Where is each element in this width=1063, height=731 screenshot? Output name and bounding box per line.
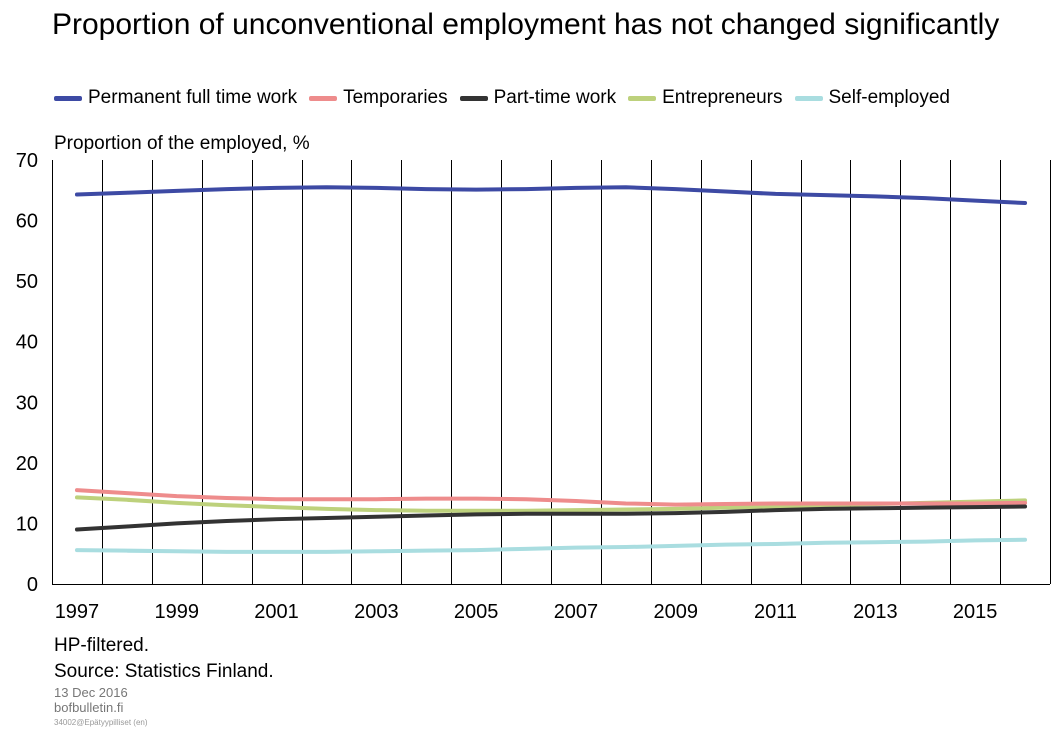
- legend-item-temporaries: Temporaries: [309, 87, 448, 109]
- publication-info: 13 Dec 2016 bofbulletin.fi: [54, 685, 128, 715]
- legend-label: Self-employed: [828, 87, 950, 108]
- x-tick-label: 2015: [953, 601, 998, 623]
- x-tick-label: 2003: [354, 601, 399, 623]
- x-tick-label: 1997: [55, 601, 100, 623]
- chart-code: 34002@Epätyypilliset (en): [54, 718, 148, 727]
- y-tick-label: 40: [16, 332, 38, 354]
- source-note: Source: Statistics Finland.: [54, 661, 274, 682]
- legend-label: Part-time work: [493, 87, 617, 108]
- series-line-part-time-work: [74, 504, 1028, 532]
- publication-date: 13 Dec 2016: [54, 685, 128, 700]
- x-tick-label: 2011: [754, 601, 797, 623]
- legend-label: Temporaries: [343, 87, 448, 108]
- legend-label: Entrepreneurs: [662, 87, 783, 108]
- legend-swatch: [54, 95, 82, 101]
- filter-note: HP-filtered.: [54, 635, 150, 656]
- chart-notes: HP-filtered. Source: Statistics Finland.: [54, 633, 274, 685]
- y-tick-label: 60: [16, 211, 38, 233]
- legend-swatch: [459, 95, 488, 101]
- series-line-temporaries: [74, 488, 1028, 507]
- site-name: bofbulletin.fi: [54, 700, 124, 715]
- x-tick-label: 2009: [654, 601, 699, 623]
- legend-swatch: [309, 95, 338, 101]
- x-tick-label: 2001: [254, 601, 299, 623]
- y-tick-label: 30: [16, 392, 38, 414]
- chart-legend: Permanent full time work Temporaries Par…: [54, 84, 1060, 112]
- x-tick-label: 1999: [155, 601, 200, 623]
- legend-item-entrepreneurs: Entrepreneurs: [628, 87, 783, 109]
- legend-swatch: [628, 95, 657, 101]
- series-line-permanent-full-time-work: [74, 185, 1028, 206]
- y-tick-label: 10: [16, 513, 38, 535]
- y-tick-label: 0: [27, 574, 38, 596]
- legend-swatch: [794, 95, 823, 101]
- legend-label: Permanent full time work: [88, 87, 298, 108]
- y-tick-label: 20: [16, 453, 38, 475]
- x-tick-label: 2005: [454, 601, 499, 623]
- legend-item-self-employed: Self-employed: [794, 87, 950, 109]
- chart-title: Proportion of unconventional employment …: [52, 8, 1000, 41]
- x-tick-label: 2007: [554, 601, 599, 623]
- legend-item-part-time: Part-time work: [459, 87, 617, 109]
- legend-item-permanent: Permanent full time work: [54, 87, 297, 109]
- y-tick-label: 70: [16, 150, 38, 172]
- x-tick-label: 2013: [853, 601, 898, 623]
- y-tick-label: 50: [16, 271, 38, 293]
- series-line-self-employed: [74, 537, 1028, 554]
- y-axis-label: Proportion of the employed, %: [54, 133, 310, 154]
